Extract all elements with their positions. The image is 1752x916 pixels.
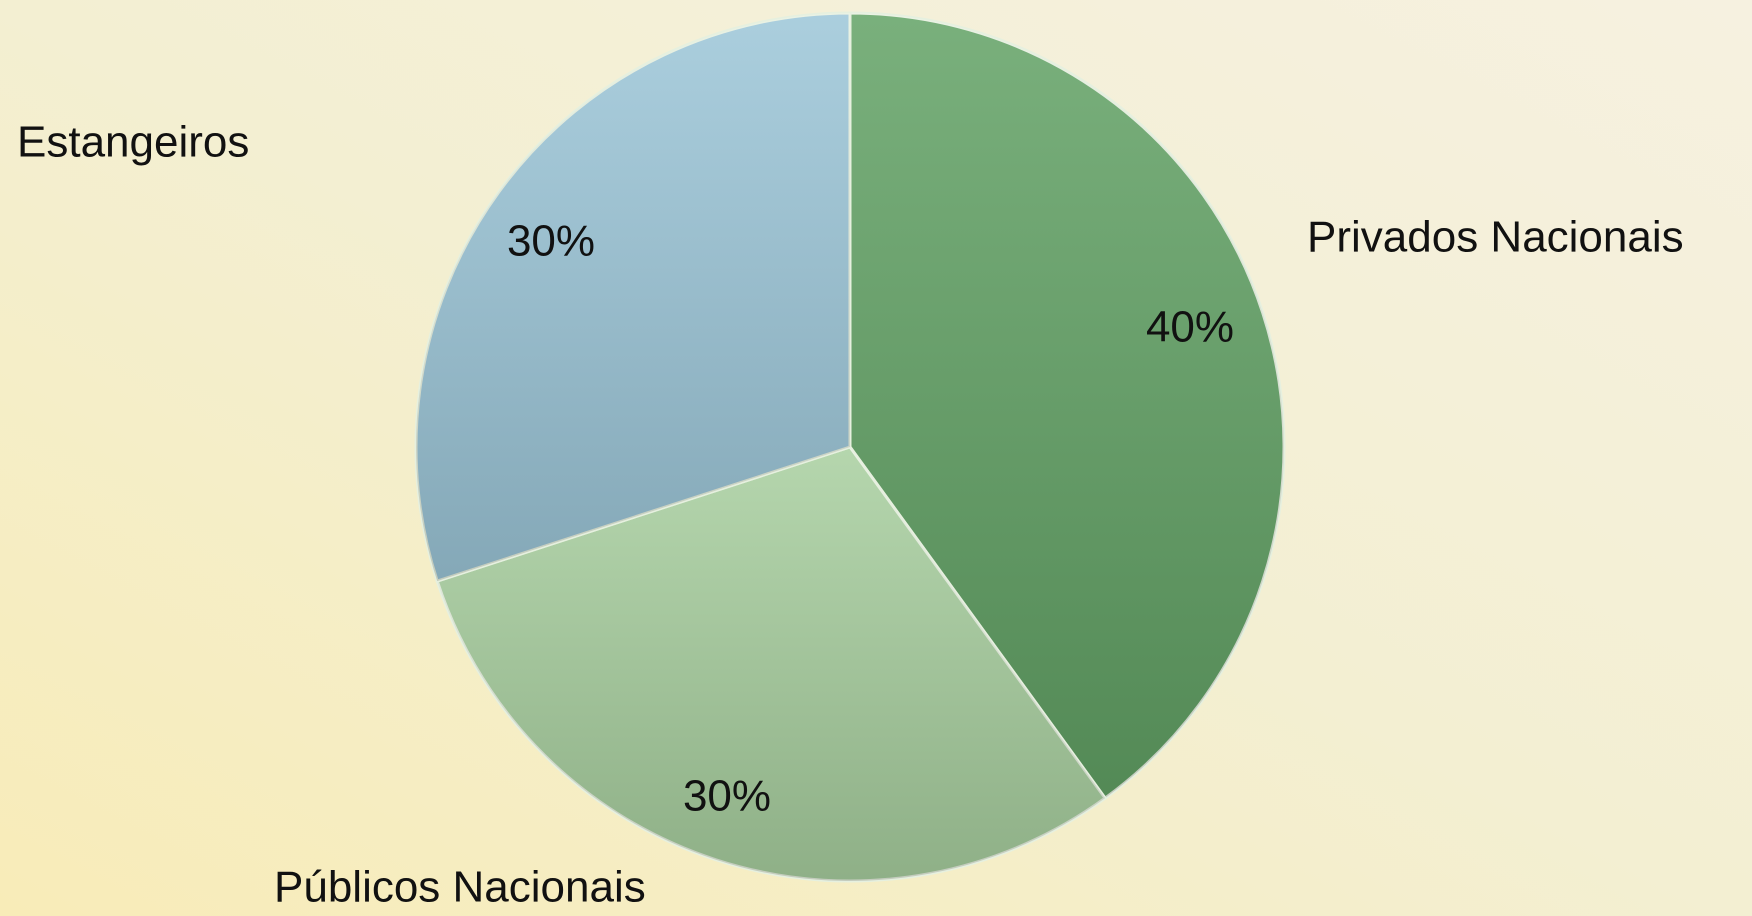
category-label: Públicos Nacionais [274, 863, 646, 912]
category-label: Privados Nacionais [1307, 213, 1684, 262]
category-label: Estangeiros [17, 118, 249, 167]
slice-shade [850, 13, 1284, 799]
value-label: 40% [1146, 303, 1234, 352]
value-label: 30% [507, 217, 595, 266]
slice-shade [415, 13, 850, 582]
value-label: 30% [683, 772, 771, 821]
slice-shade [437, 447, 1106, 881]
